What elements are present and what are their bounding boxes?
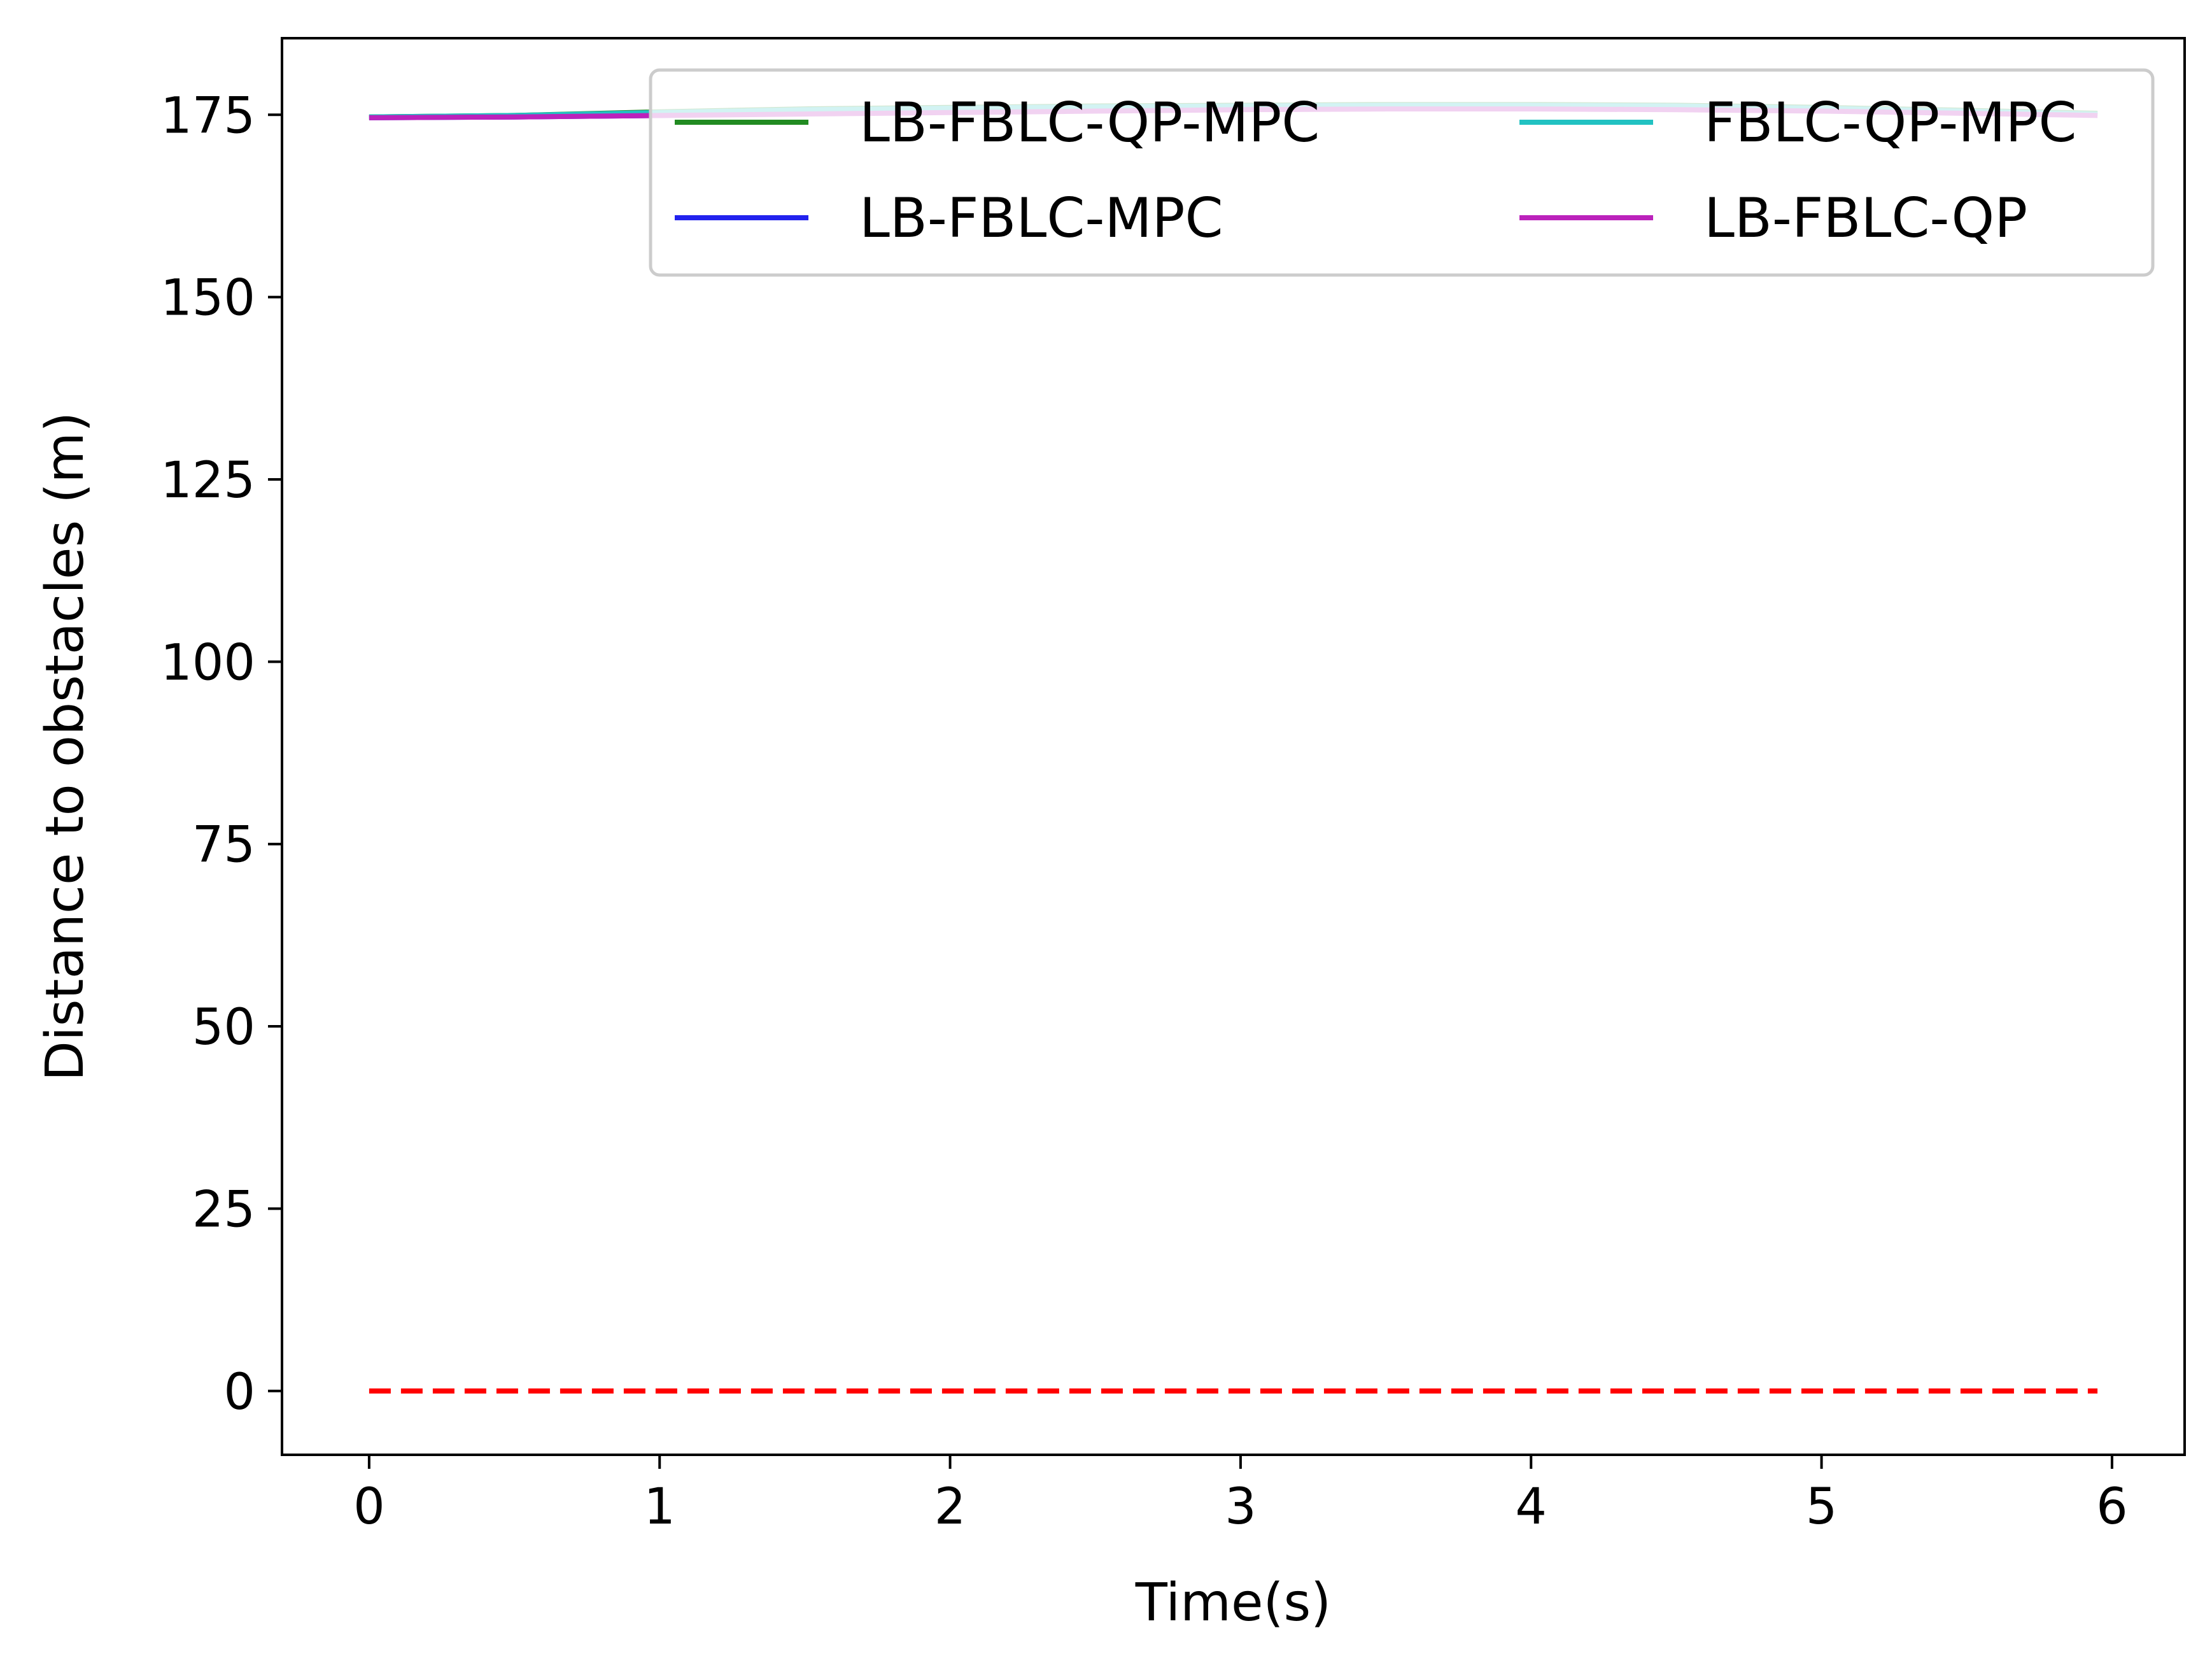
x-tick-label: 0 [353, 1478, 385, 1536]
legend-box [649, 68, 2155, 277]
x-axis-label: Time(s) [1135, 1573, 1331, 1633]
y-tick-label: 50 [192, 999, 255, 1056]
legend-label: LB-FBLC-QP-MPC [859, 91, 1320, 155]
legend-label: FBLC-QP-MPC [1704, 91, 2076, 155]
legend: LB-FBLC-QP-MPC LB-FBLC-MPC FBLC-QP-MPC LB-F… [649, 68, 2155, 277]
legend-label: LB-FBLC-QP [1704, 187, 2027, 250]
y-tick-label: 100 [160, 634, 255, 691]
y-tick-label: 125 [160, 452, 255, 509]
x-axis: 0 1 2 3 4 5 6 [353, 1455, 2128, 1536]
y-tick-label: 175 [160, 87, 255, 145]
x-tick-label: 1 [644, 1478, 675, 1536]
x-tick-label: 5 [1806, 1478, 1838, 1536]
y-axis: 0 25 50 75 100 125 150 175 [160, 87, 282, 1421]
y-tick-label: 0 [223, 1364, 255, 1421]
x-tick-label: 3 [1225, 1478, 1257, 1536]
x-tick-label: 2 [934, 1478, 966, 1536]
plot-frame [281, 37, 2186, 1456]
legend-label: LB-FBLC-MPC [859, 187, 1223, 250]
x-tick-label: 6 [2096, 1478, 2128, 1536]
y-axis-label: Distance to obstacles (m) [35, 412, 95, 1081]
y-tick-label: 25 [192, 1181, 255, 1238]
y-tick-label: 150 [160, 270, 255, 327]
y-tick-label: 75 [192, 817, 255, 874]
x-tick-label: 4 [1515, 1478, 1547, 1536]
